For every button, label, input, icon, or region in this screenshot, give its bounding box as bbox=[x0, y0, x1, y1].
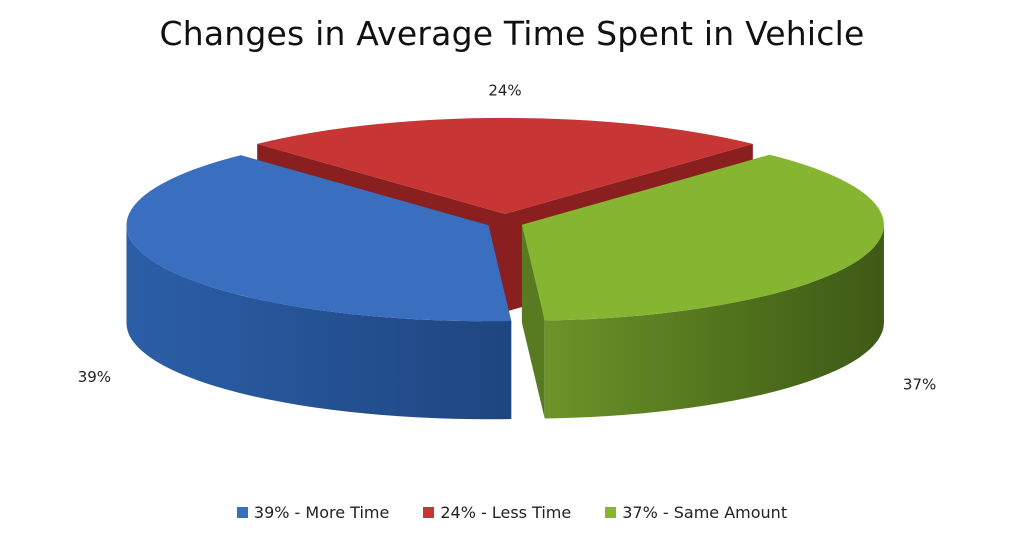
pie-slice-top bbox=[521, 154, 884, 321]
pie-slice-side bbox=[544, 224, 884, 419]
data-label: 39% bbox=[78, 368, 111, 386]
pie-slice-top bbox=[257, 117, 753, 214]
legend: 39% - More Time 24% - Less Time 37% - Sa… bbox=[0, 503, 1024, 522]
pie-slice-wall bbox=[521, 224, 545, 419]
legend-swatch-icon bbox=[236, 507, 248, 518]
pie-slice-2 bbox=[521, 154, 884, 419]
legend-item-same-amount: 37% - Same Amount bbox=[605, 503, 787, 522]
chart-title: Changes in Average Time Spent in Vehicle bbox=[159, 14, 865, 53]
legend-label: 24% - Less Time bbox=[440, 503, 572, 522]
data-label: 24% bbox=[488, 82, 521, 100]
pie-slice-side bbox=[126, 225, 512, 420]
pie-slice-0 bbox=[126, 155, 512, 420]
legend-label: 37% - Same Amount bbox=[622, 503, 788, 522]
legend-item-less-time: 24% - Less Time bbox=[423, 503, 571, 522]
legend-item-more-time: 39% - More Time bbox=[236, 503, 390, 522]
pie-slice-top bbox=[126, 155, 512, 322]
legend-swatch-icon bbox=[423, 507, 435, 518]
data-label: 37% bbox=[903, 376, 936, 394]
legend-swatch-icon bbox=[605, 507, 617, 518]
legend-label: 39% - More Time bbox=[253, 503, 390, 522]
